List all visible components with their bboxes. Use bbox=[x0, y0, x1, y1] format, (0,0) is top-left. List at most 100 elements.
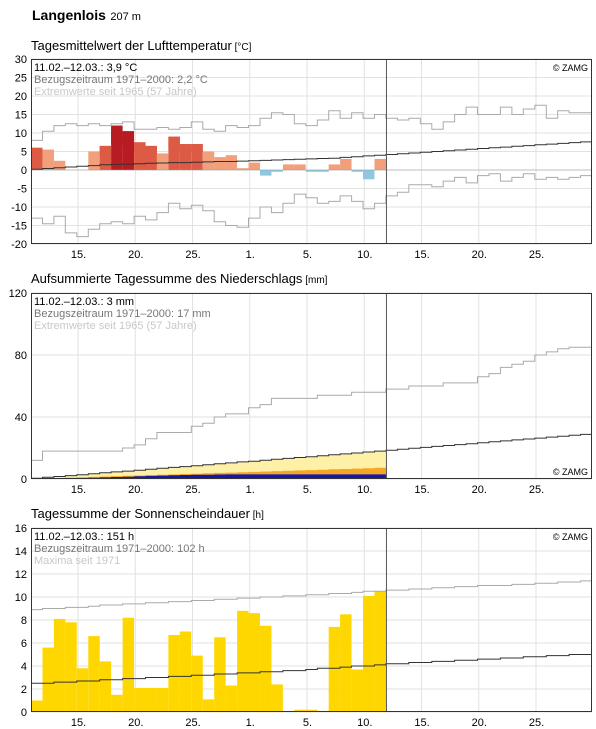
sunshine-bar bbox=[111, 694, 123, 713]
legend-extremes: Maxima seit 1971 bbox=[34, 555, 120, 567]
temperature-bar bbox=[88, 151, 100, 170]
sunshine-bar bbox=[122, 617, 135, 712]
temperature-bar bbox=[202, 151, 215, 170]
temperature-bar bbox=[363, 170, 375, 180]
sunshine-bar bbox=[134, 687, 146, 712]
y-tick-label: -20 bbox=[11, 239, 27, 251]
legend-reference: Bezugszeitraum 1971–2000: 17 mm bbox=[34, 308, 211, 320]
sunshine-bar bbox=[53, 618, 66, 712]
temperature-bar bbox=[340, 158, 352, 170]
sunshine-bar bbox=[271, 684, 283, 712]
y-tick-label: 30 bbox=[15, 54, 27, 66]
chart-title-1: Aufsummierte Tagessumme des Niederschlag… bbox=[31, 271, 328, 286]
legend-current: 11.02.–12.03.: 3,9 °C bbox=[34, 62, 137, 74]
legend-extremes: Extremwerte seit 1965 (57 Jahre) bbox=[34, 320, 197, 332]
series-max-line bbox=[31, 104, 592, 141]
x-tick-label: 25. bbox=[529, 249, 544, 261]
temperature-bar bbox=[191, 144, 203, 170]
x-tick-label: 15. bbox=[414, 484, 429, 496]
temperature-bar bbox=[134, 142, 146, 171]
x-tick-label: 20. bbox=[472, 249, 487, 261]
temperature-bar bbox=[282, 164, 295, 170]
sunshine-bar bbox=[260, 625, 272, 713]
sunshine-bar bbox=[340, 614, 352, 713]
legend-reference: Bezugszeitraum 1971–2000: 102 h bbox=[34, 543, 205, 555]
x-tick-label: 15. bbox=[71, 484, 86, 496]
x-tick-label: 15. bbox=[414, 717, 429, 729]
x-tick-label: 20. bbox=[128, 249, 143, 261]
x-tick-label: 5. bbox=[303, 249, 312, 261]
y-tick-label: 15 bbox=[15, 110, 27, 122]
x-tick-label: 20. bbox=[128, 717, 143, 729]
series-reference-line bbox=[31, 654, 592, 684]
temperature-bar bbox=[122, 131, 135, 170]
sunshine-bar bbox=[214, 637, 226, 713]
y-tick-label: 5 bbox=[21, 147, 27, 159]
sunshine-bar bbox=[294, 709, 306, 712]
temperature-bar bbox=[305, 170, 318, 172]
temperature-bar bbox=[294, 164, 306, 170]
plot-frame bbox=[31, 528, 592, 712]
temperature-bar-top bbox=[168, 136, 180, 149]
temperature-bar bbox=[99, 145, 112, 170]
sunshine-bar bbox=[65, 622, 77, 712]
y-tick-label: 14 bbox=[15, 546, 27, 558]
credit-label: © ZAMG bbox=[553, 467, 588, 477]
y-tick-label: -5 bbox=[17, 184, 27, 196]
credit-label: © ZAMG bbox=[553, 63, 588, 73]
temperature-bar bbox=[225, 155, 238, 170]
temperature-bar bbox=[145, 145, 157, 170]
sunshine-bar bbox=[351, 669, 364, 712]
temperature-bar bbox=[214, 157, 226, 170]
temperature-bar bbox=[351, 170, 364, 172]
x-tick-label: 5. bbox=[303, 484, 312, 496]
sunshine-bar bbox=[156, 687, 169, 712]
temperature-bar bbox=[260, 170, 272, 176]
x-tick-label: 20. bbox=[128, 484, 143, 496]
station-altitude: 207 m bbox=[110, 11, 141, 23]
plot-frame bbox=[31, 293, 592, 479]
sunshine-bar bbox=[237, 610, 249, 712]
temperature-bar bbox=[42, 149, 54, 170]
temperature-bar bbox=[271, 170, 283, 172]
temperature-bar bbox=[317, 170, 329, 172]
x-tick-label: 20. bbox=[472, 717, 487, 729]
y-tick-label: 0 bbox=[21, 707, 27, 719]
sunshine-bar bbox=[145, 687, 157, 712]
x-tick-label: 25. bbox=[185, 249, 200, 261]
y-tick-label: 20 bbox=[15, 91, 27, 103]
sunshine-bar bbox=[328, 626, 341, 712]
x-tick-label: 25. bbox=[529, 484, 544, 496]
legend-current: 11.02.–12.03.: 151 h bbox=[34, 531, 134, 543]
page-header: Langenlois 207 m bbox=[32, 7, 141, 25]
x-tick-label: 1. bbox=[246, 717, 255, 729]
y-tick-label: 10 bbox=[15, 128, 27, 140]
x-tick-label: 15. bbox=[414, 249, 429, 261]
temperature-bar-top bbox=[145, 145, 157, 154]
x-tick-label: 15. bbox=[71, 249, 86, 261]
y-tick-label: 12 bbox=[15, 569, 27, 581]
sunshine-bar bbox=[374, 591, 386, 713]
station-name: Langenlois bbox=[32, 7, 106, 23]
y-tick-label: 0 bbox=[21, 165, 27, 177]
y-tick-label: 6 bbox=[21, 638, 27, 650]
x-tick-label: 25. bbox=[185, 717, 200, 729]
temperature-bar-top bbox=[31, 147, 43, 158]
x-tick-label: 20. bbox=[472, 484, 487, 496]
sunshine-bar bbox=[168, 635, 180, 712]
y-tick-label: 40 bbox=[15, 412, 27, 424]
y-tick-label: 2 bbox=[21, 684, 27, 696]
temperature-bar-top bbox=[134, 142, 146, 152]
temperature-bar bbox=[179, 144, 192, 170]
sunshine-bar bbox=[363, 595, 375, 712]
y-tick-label: 16 bbox=[15, 523, 27, 535]
legend-current: 11.02.–12.03.: 3 mm bbox=[34, 296, 134, 308]
x-tick-label: 10. bbox=[357, 249, 372, 261]
x-tick-label: 1. bbox=[246, 249, 255, 261]
y-tick-label: 25 bbox=[15, 73, 27, 85]
legend-reference: Bezugszeitraum 1971–2000: 2,2 °C bbox=[34, 74, 208, 86]
temperature-bar-top bbox=[122, 131, 135, 146]
series-reference-line bbox=[31, 433, 592, 479]
